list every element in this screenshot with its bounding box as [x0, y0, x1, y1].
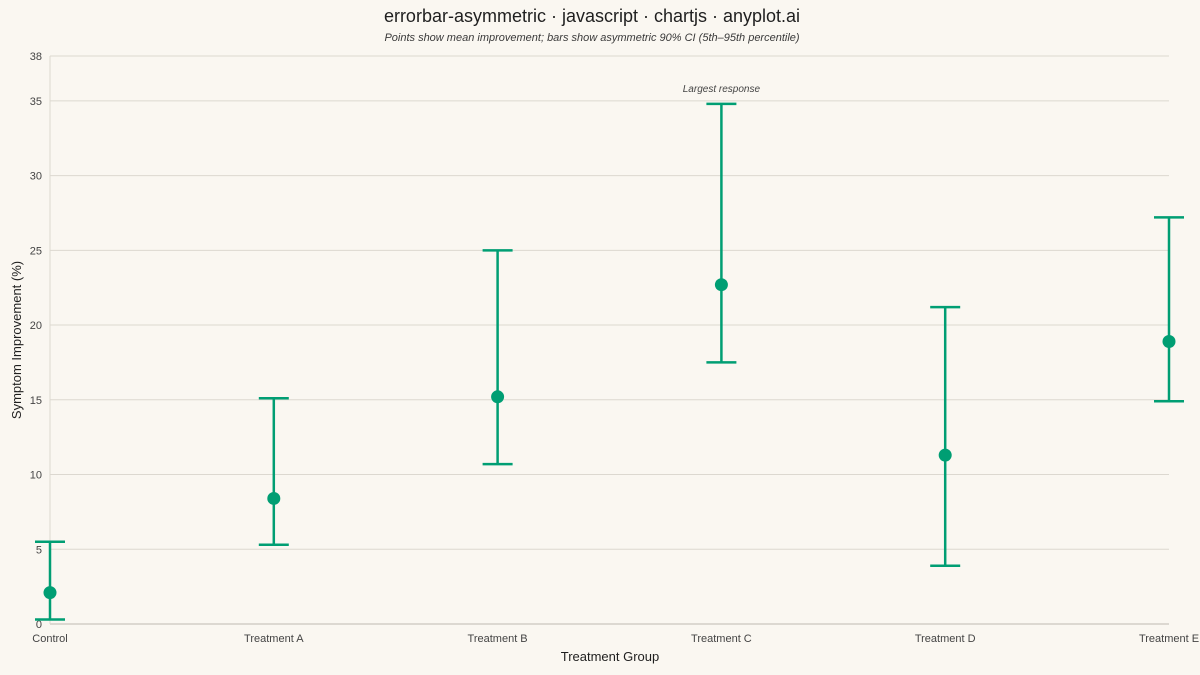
- annotation-label: Largest response: [683, 84, 761, 95]
- y-tick-label: 35: [30, 96, 42, 108]
- y-axis-title: Symptom Improvement (%): [9, 261, 24, 419]
- chart-title: errorbar-asymmetric · javascript · chart…: [384, 6, 800, 26]
- mean-point[interactable]: [43, 586, 57, 600]
- mean-points: [43, 278, 1176, 600]
- annotations: Largest response: [683, 84, 761, 95]
- x-tick-labels: Control Treatment A Treatment B Treatment C…: [32, 633, 1199, 645]
- y-tick-label: 15: [30, 395, 42, 407]
- x-tick-label: Treatment E: [1139, 633, 1199, 645]
- x-tick-label: Treatment C: [691, 633, 752, 645]
- mean-point[interactable]: [938, 448, 952, 462]
- error-bars: [35, 102, 1184, 621]
- x-axis-title: Treatment Group: [561, 649, 660, 664]
- grid-layer: [49, 55, 1169, 625]
- y-tick-label: 5: [36, 544, 42, 556]
- x-tick-label: Treatment B: [468, 633, 528, 645]
- x-tick-label: Control: [32, 633, 67, 645]
- y-tick-labels: 0 5 10 15 20 25 30 35 38: [30, 51, 42, 631]
- mean-point[interactable]: [714, 278, 728, 292]
- chart-subtitle: Points show mean improvement; bars show …: [384, 32, 799, 44]
- y-tick-label: 0: [36, 619, 42, 631]
- mean-point[interactable]: [267, 491, 281, 505]
- y-tick-label: 20: [30, 320, 42, 332]
- y-tick-label: 10: [30, 470, 42, 482]
- mean-point[interactable]: [491, 390, 505, 404]
- y-tick-label: 25: [30, 245, 42, 257]
- x-tick-label: Treatment D: [915, 633, 976, 645]
- y-tick-label: 38: [30, 51, 42, 63]
- mean-point[interactable]: [1162, 334, 1176, 348]
- x-tick-label: Treatment A: [244, 633, 304, 645]
- y-tick-label: 30: [30, 171, 42, 183]
